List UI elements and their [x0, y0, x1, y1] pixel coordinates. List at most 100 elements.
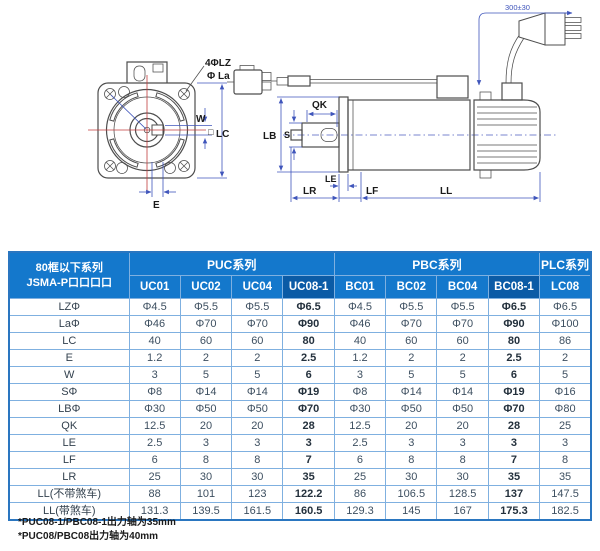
value-cell: 3: [282, 434, 335, 452]
value-cell: 5: [179, 366, 233, 384]
value-cell: Φ80: [539, 400, 592, 418]
value-cell: 20: [385, 417, 438, 435]
frame-size-label: LC: [216, 129, 229, 140]
motor-body: [347, 99, 471, 171]
cable-ferrule-tip: [276, 77, 289, 86]
value-cell: Φ30: [333, 400, 387, 418]
flange-section-label: LF: [366, 186, 378, 197]
value-cell: 5: [539, 366, 592, 384]
value-cell: Φ70: [487, 400, 541, 418]
value-cell: 3: [333, 366, 387, 384]
value-cell: 30: [385, 468, 438, 486]
value-cell: 3: [179, 434, 233, 452]
bolt-hole-leader: [185, 65, 205, 92]
value-cell: 182.5: [539, 502, 592, 521]
power-cable: [505, 33, 521, 84]
value-cell: 3: [539, 434, 592, 452]
table-row: LaΦ Φ46 Φ70 Φ70 Φ90 Φ46 Φ70 Φ70 Φ90 Φ100: [8, 315, 592, 333]
value-cell: 7: [487, 451, 541, 469]
row-label: LE: [8, 434, 130, 452]
row-label: LR: [8, 468, 130, 486]
flange-plate: [338, 96, 349, 173]
footnote-2: *PUC08/PBC08出力轴为40mm: [18, 531, 159, 542]
value-cell: 60: [179, 332, 233, 350]
value-cell: 8: [231, 451, 284, 469]
value-cell: 106.5: [385, 485, 438, 503]
value-cell: 2: [385, 349, 438, 367]
value-cell: 2.5: [487, 349, 541, 367]
value-cell: 6: [282, 366, 335, 384]
tie-bolt-top: [479, 91, 492, 101]
value-cell: 2.5: [333, 434, 387, 452]
power-terminal: [501, 82, 523, 101]
square-symbol: □: [208, 127, 214, 137]
front-connector-slot: [133, 65, 146, 82]
value-cell: Φ90: [487, 315, 541, 333]
value-cell: 8: [179, 451, 233, 469]
value-cell: 80: [487, 332, 541, 350]
value-cell: Φ14: [179, 383, 233, 401]
value-cell: Φ70: [179, 315, 233, 333]
key-length-label: QK: [312, 100, 328, 111]
value-cell: Φ50: [179, 400, 233, 418]
value-cell: 2: [179, 349, 233, 367]
row-label: SΦ: [8, 383, 130, 401]
value-cell: 8: [385, 451, 438, 469]
body-length-label: LL: [440, 186, 452, 197]
bolt-circle-leader: [110, 94, 147, 130]
value-cell: 12.5: [333, 417, 387, 435]
shaft-diameter-label: S: [284, 130, 290, 140]
value-cell: Φ19: [487, 383, 541, 401]
power-plug-body: [544, 12, 566, 46]
corner-header-line2: JSMA-P口口口口: [26, 276, 113, 289]
keyway-width-label: W: [196, 114, 206, 125]
column-header-BC02: BC02: [385, 275, 438, 299]
value-cell: 147.5: [539, 485, 592, 503]
pilot-diameter-label: LB: [263, 131, 276, 142]
pilot-height-label: LE: [325, 174, 337, 184]
value-cell: 7: [282, 451, 335, 469]
plug-pin: [261, 81, 272, 91]
group-header-row: 80框以下系列 JSMA-P口口口口 PUC系列 PBC系列 PLC系列: [8, 251, 592, 299]
column-header-BC08-1: BC08-1: [487, 275, 541, 299]
table-row: QK 12.5 20 20 28 12.5 20 20 28 25: [8, 417, 592, 435]
value-cell: Φ5.5: [436, 298, 489, 316]
cable-ferrule: [287, 75, 311, 87]
row-label: QK: [8, 417, 130, 435]
value-cell: 160.5: [282, 502, 335, 521]
value-cell: 1.2: [128, 349, 181, 367]
power-plug-pin: [564, 25, 582, 31]
ring-slot: [155, 138, 185, 168]
table-row: LE 2.5 3 3 3 2.5 3 3 3 3: [8, 434, 592, 452]
value-cell: Φ19: [282, 383, 335, 401]
row-label: LaΦ: [8, 315, 130, 333]
value-cell: 129.3: [333, 502, 387, 521]
table-row: LR 25 30 30 35 25 30 30 35 35: [8, 468, 592, 486]
value-cell: 30: [436, 468, 489, 486]
value-cell: 60: [385, 332, 438, 350]
value-cell: Φ6.5: [539, 298, 592, 316]
value-cell: Φ46: [128, 315, 181, 333]
value-cell: 86: [333, 485, 387, 503]
value-cell: Φ8: [333, 383, 387, 401]
table-row: LC 40 60 60 80 40 60 60 80 86: [8, 332, 592, 350]
bolt-circle-label: Φ La: [207, 71, 230, 82]
value-cell: 8: [436, 451, 489, 469]
row-label: LBΦ: [8, 400, 130, 418]
spec-table-body: LZΦ Φ4.5 Φ5.5 Φ5.5 Φ6.5 Φ4.5 Φ5.5 Φ5.5 Φ6.5 Φ6.5 L…: [8, 298, 592, 521]
value-cell: Φ16: [539, 383, 592, 401]
front-connector-tab: [152, 63, 164, 73]
value-cell: Φ50: [231, 400, 284, 418]
value-cell: Φ70: [231, 315, 284, 333]
value-cell: 35: [487, 468, 541, 486]
table-row: LBΦ Φ30 Φ50 Φ50 Φ70 Φ30 Φ50 Φ50 Φ70 Φ80: [8, 400, 592, 418]
value-cell: Φ4.5: [333, 298, 387, 316]
value-cell: 20: [231, 417, 284, 435]
power-plug-pin: [564, 33, 582, 39]
table-row: E 1.2 2 2 2.5 1.2 2 2 2.5 2: [8, 349, 592, 367]
front-view: 4ΦLZ Φ La W □ LC E: [88, 58, 231, 211]
encoder-plug: [233, 69, 263, 95]
value-cell: Φ90: [282, 315, 335, 333]
rear-cap: [473, 99, 541, 171]
